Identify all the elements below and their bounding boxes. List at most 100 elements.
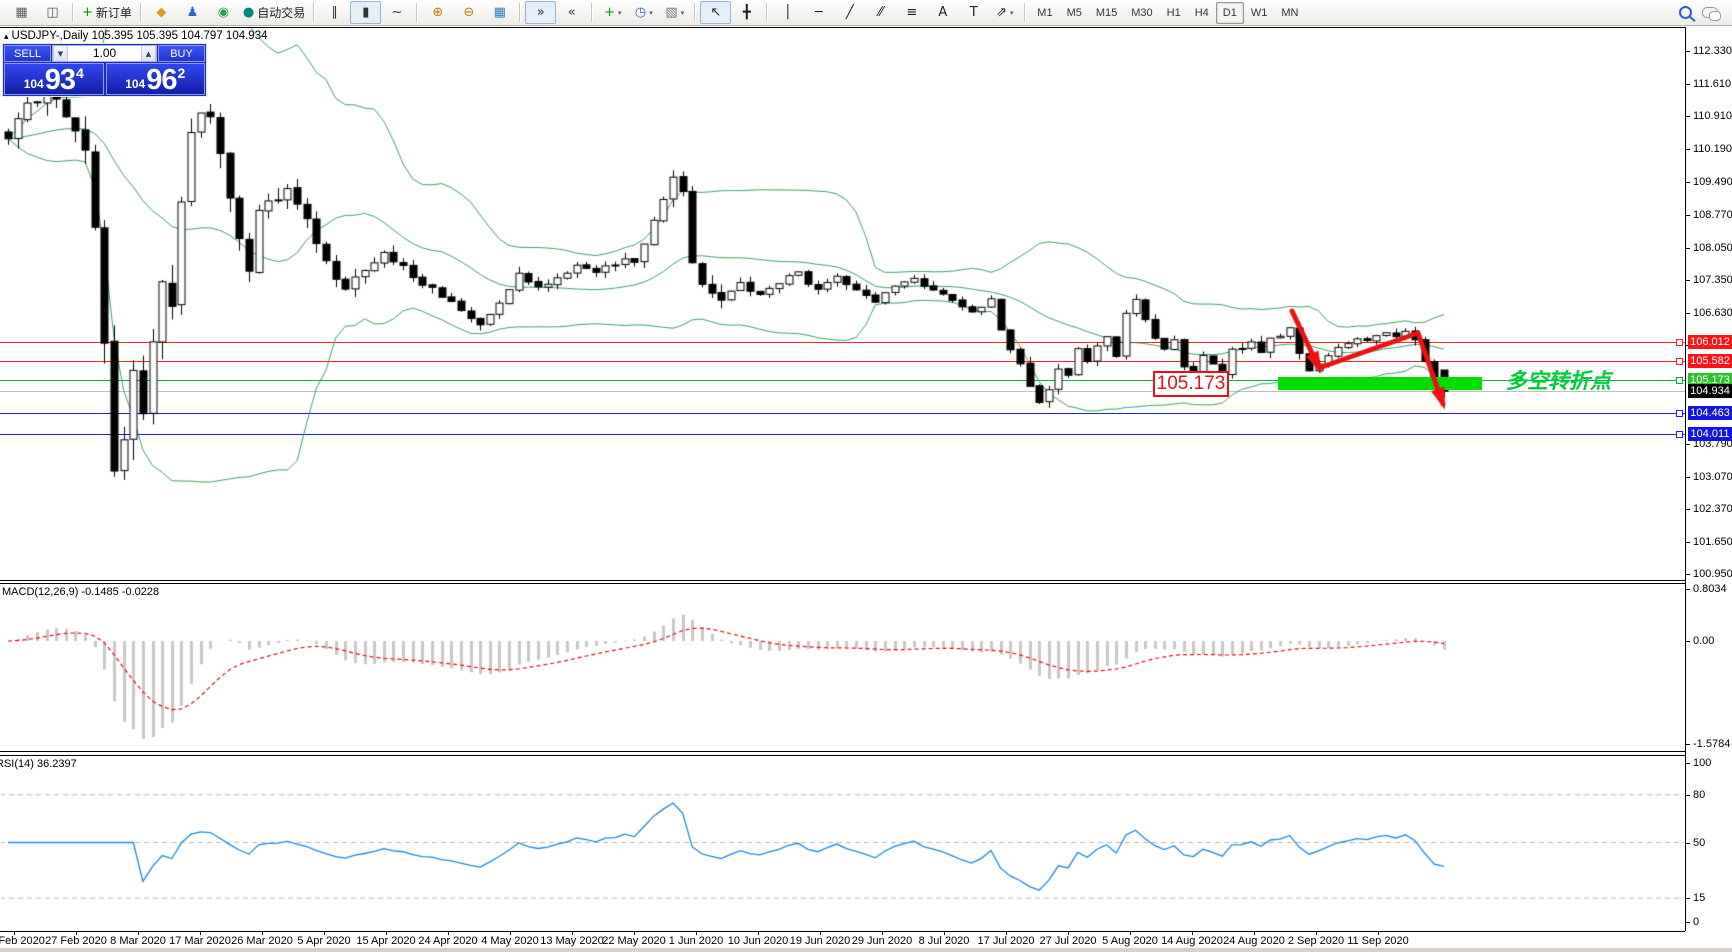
resistance-line-1[interactable] xyxy=(0,342,1685,343)
date-label: 8 Jul 2020 xyxy=(918,935,970,947)
macd-scale-tick: 0.8034 xyxy=(1693,583,1727,595)
new-chart-button[interactable]: ▦ xyxy=(6,1,37,24)
rsi-scale-tick: 80 xyxy=(1693,789,1706,801)
new-order-button[interactable]: + 新订单 xyxy=(78,1,136,24)
tile-windows-button[interactable]: ▦ xyxy=(484,1,515,24)
chart-profiles-button[interactable]: ◫ xyxy=(37,1,68,24)
rsi-scale-tick: 15 xyxy=(1693,892,1706,904)
metaeditor-button[interactable]: ◆ xyxy=(146,1,177,24)
timeframe-m1[interactable]: M1 xyxy=(1037,6,1053,19)
cursor-icon: ↖ xyxy=(710,5,722,20)
support-line-1-handle[interactable] xyxy=(1676,410,1683,417)
rsi-scale-tick: 50 xyxy=(1693,837,1706,849)
symbol-info: ▴ USDJPY-,Daily 105.395 105.395 104.797 1… xyxy=(4,30,268,42)
timeframe-d1[interactable]: D1 xyxy=(1215,1,1244,24)
arrows-button[interactable]: ⇗ ▾ xyxy=(989,1,1020,24)
periods-icon: ◷ xyxy=(634,5,647,20)
timeframe-h4[interactable]: H4 xyxy=(1194,6,1209,19)
text-button[interactable]: A xyxy=(927,1,958,24)
candlestick-chart-button[interactable]: ▮ xyxy=(350,1,382,24)
support-line-2-price-label: 104.011 xyxy=(1688,427,1732,441)
price-tick: 103.070 xyxy=(1693,471,1732,483)
new-order-icon: + xyxy=(82,5,93,20)
resistance-line-2-price-label: 105.582 xyxy=(1688,354,1732,368)
strategy-tester-icon: ♟ xyxy=(186,5,199,20)
timeframe-m15[interactable]: M15 xyxy=(1095,6,1118,19)
buy-price[interactable]: 104 96 2 xyxy=(105,63,205,95)
templates-button[interactable]: ▧ ▾ xyxy=(659,1,690,24)
current-price-line[interactable] xyxy=(0,391,1685,392)
zoom-out-button[interactable]: ⊖ xyxy=(453,1,484,24)
new-order-button-label: 新订单 xyxy=(95,6,132,20)
date-label: 1 Jun 2020 xyxy=(668,935,724,947)
resistance-line-2-handle[interactable] xyxy=(1676,358,1683,365)
panel-collapse-icon[interactable]: ▴ xyxy=(4,32,9,42)
auto-trading-button[interactable]: ● 自动交易 xyxy=(239,1,309,24)
chevron-down-icon: ▾ xyxy=(617,8,622,17)
horizontal-line-button[interactable]: ─ xyxy=(803,1,834,24)
volume-spinner: ▼ 1.00 ▲ xyxy=(52,45,157,62)
zoom-out-icon: ⊖ xyxy=(463,5,475,20)
price-tick: 111.610 xyxy=(1693,78,1732,90)
volume-up-button[interactable]: ▲ xyxy=(141,46,156,61)
line-chart-button[interactable]: ~ xyxy=(381,1,412,24)
support-line-1[interactable] xyxy=(0,413,1685,414)
timeframe-mn[interactable]: MN xyxy=(1281,6,1299,19)
periods-button[interactable]: ◷ ▾ xyxy=(628,1,659,24)
resistance-line-2[interactable] xyxy=(0,361,1685,362)
support-line-2-handle[interactable] xyxy=(1676,431,1683,438)
price-tick: 101.650 xyxy=(1693,536,1732,548)
cursor-button[interactable]: ↖ xyxy=(700,1,732,24)
strategy-tester-button[interactable]: ♟ xyxy=(177,1,208,24)
search-icon[interactable] xyxy=(1679,6,1692,19)
volume-value[interactable]: 1.00 xyxy=(92,46,117,60)
timeframe-w1[interactable]: W1 xyxy=(1250,6,1268,19)
bar-chart-button[interactable]: ∥ xyxy=(319,1,350,24)
one-click-trading-panel: SELL ▼ 1.00 ▲ BUY 104 93 4 104 96 2 xyxy=(2,43,207,97)
resistance-line-1-price-label: 106.012 xyxy=(1688,335,1732,349)
indicators-list-icon: + xyxy=(604,5,615,20)
volume-down-button[interactable]: ▼ xyxy=(53,46,68,61)
price-tick: 109.490 xyxy=(1693,176,1732,188)
equidistant-channel-icon: ⁄⁄ xyxy=(878,5,883,20)
buy-button[interactable]: BUY xyxy=(158,45,205,62)
resistance-line-1-handle[interactable] xyxy=(1676,339,1683,346)
highlight-bar[interactable] xyxy=(1278,377,1482,390)
date-label: 29 Jun 2020 xyxy=(851,935,913,947)
sell-button[interactable]: SELL xyxy=(4,45,51,62)
fibonacci-retracement-button[interactable]: ≡ xyxy=(896,1,927,24)
price-tick: 108.770 xyxy=(1693,209,1732,221)
support-line-1-price-label: 104.463 xyxy=(1688,406,1732,420)
timeframe-m30[interactable]: M30 xyxy=(1131,6,1153,19)
chat-icon[interactable] xyxy=(1702,7,1721,21)
new-chart-icon: ▦ xyxy=(15,5,28,20)
date-label: 15 Apr 2020 xyxy=(356,935,416,947)
timeframe-m5[interactable]: M5 xyxy=(1066,6,1082,19)
pivot-line-handle[interactable] xyxy=(1676,377,1683,384)
auto-trading-icon: ● xyxy=(242,5,255,20)
timeframe-h1[interactable]: H1 xyxy=(1166,6,1181,19)
price-tick: 108.050 xyxy=(1693,242,1732,254)
auto-scroll-button[interactable]: » xyxy=(525,1,557,24)
sell-price[interactable]: 104 93 4 xyxy=(4,63,104,95)
toolbar: ▦ ◫ + 新订单 ◆ ♟ ◉ ● 自动交易 ∥ ▮ ~ ⊕ ⊖ ▦» «+ ▾ ◷ ▾ ▧ ▾ ↖ ╋ │ ─ ╱ ⁄⁄ ≡ A T ⇗ ▾… xyxy=(0,0,1732,26)
text-label-button[interactable]: T xyxy=(958,1,989,24)
support-line-2[interactable] xyxy=(0,434,1685,435)
zoom-in-button[interactable]: ⊕ xyxy=(422,1,453,24)
price-callout-box[interactable]: 105.173 xyxy=(1153,371,1229,397)
text-label-icon: T xyxy=(969,5,978,20)
trendline-button[interactable]: ╱ xyxy=(834,1,865,24)
macd-scale-tick: 0.00 xyxy=(1693,635,1715,647)
chart-shift-button[interactable]: « xyxy=(556,1,587,24)
signals-button[interactable]: ◉ xyxy=(208,1,239,24)
vertical-line-button[interactable]: │ xyxy=(772,1,803,24)
indicators-list-button[interactable]: + ▾ xyxy=(597,1,628,24)
rsi-scale-tick: 100 xyxy=(1693,757,1712,769)
equidistant-channel-button[interactable]: ⁄⁄ xyxy=(865,1,896,24)
crosshair-button[interactable]: ╋ xyxy=(731,1,762,24)
chart-shift-icon: « xyxy=(567,5,576,20)
date-label: 5 Apr 2020 xyxy=(297,935,351,947)
side-note-text[interactable]: 多空转折点 xyxy=(1506,369,1611,393)
